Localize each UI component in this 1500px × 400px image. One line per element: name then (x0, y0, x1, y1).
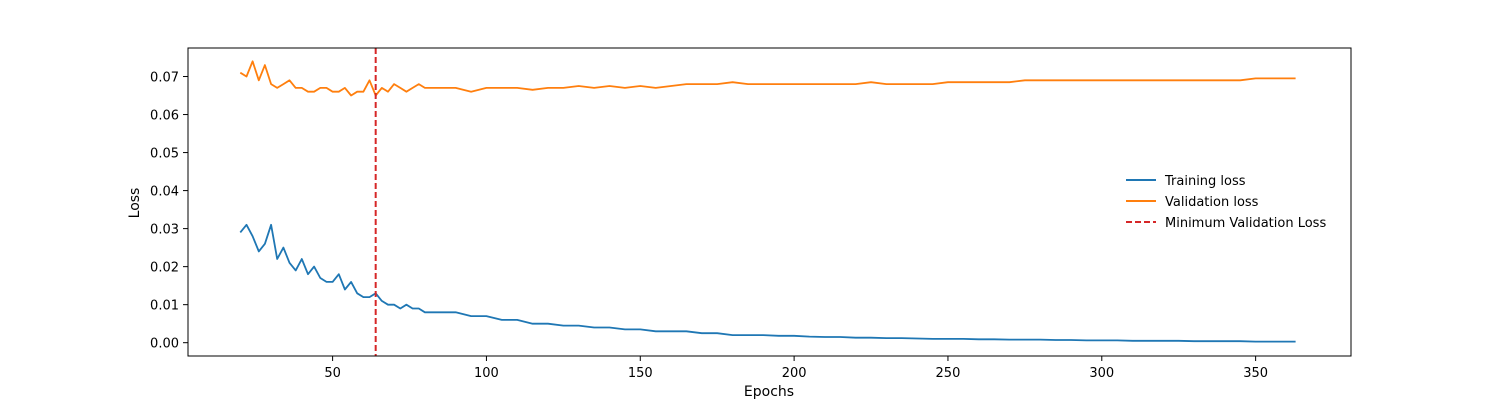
x-tick-label: 350 (1243, 366, 1268, 381)
x-tick-label: 150 (628, 366, 653, 381)
y-tick-label: 0.02 (150, 261, 179, 276)
x-axis-label: Epochs (744, 384, 794, 400)
legend: Training loss Validation loss Minimum Va… (1116, 166, 1344, 240)
series-line-training (239, 223, 1296, 343)
x-tick-label: 50 (324, 366, 341, 381)
x-tick-label: 250 (936, 366, 961, 381)
plot-area (187, 47, 1352, 357)
y-tick-label: 0.03 (150, 223, 179, 238)
plot-frame (187, 47, 1352, 357)
series-line-validation (239, 60, 1296, 97)
y-axis-ticks: 0.00 0.01 0.02 0.03 0.04 0.05 0.06 0.07 (150, 71, 188, 352)
y-axis-label: Loss (127, 188, 143, 219)
y-tick-label: 0.05 (150, 147, 179, 162)
x-axis-ticks: 50 100 150 200 250 300 350 (324, 356, 1268, 381)
legend-label-min-val: Minimum Validation Loss (1165, 216, 1326, 231)
x-tick-label: 200 (782, 366, 807, 381)
y-tick-label: 0.07 (150, 71, 179, 86)
legend-label-training: Training loss (1164, 174, 1246, 189)
x-tick-label: 100 (474, 366, 499, 381)
y-tick-label: 0.00 (150, 337, 179, 352)
x-tick-label: 300 (1089, 366, 1114, 381)
y-tick-label: 0.01 (150, 299, 179, 314)
y-tick-label: 0.06 (150, 109, 179, 124)
legend-background (1116, 166, 1344, 240)
y-tick-label: 0.04 (150, 185, 179, 200)
legend-label-validation: Validation loss (1165, 195, 1259, 210)
